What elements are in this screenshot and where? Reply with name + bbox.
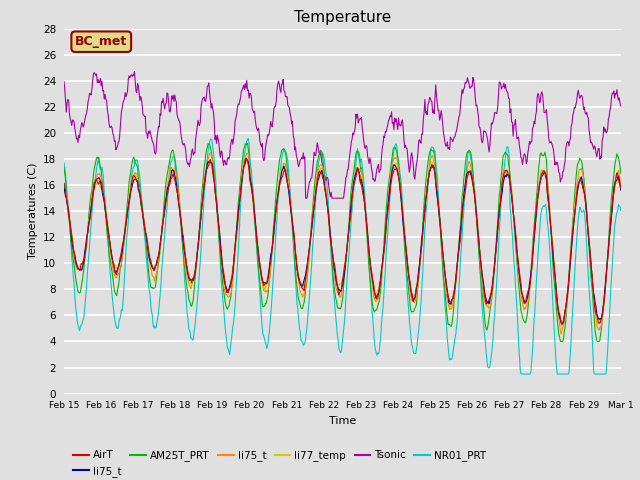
Y-axis label: Temperatures (C): Temperatures (C)	[28, 163, 38, 260]
Legend: AirT, li75_t, AM25T_PRT, li75_t, li77_temp, Tsonic, NR01_PRT: AirT, li75_t, AM25T_PRT, li75_t, li77_te…	[69, 446, 490, 480]
Text: BC_met: BC_met	[75, 35, 127, 48]
X-axis label: Time: Time	[329, 416, 356, 426]
Title: Temperature: Temperature	[294, 10, 391, 25]
